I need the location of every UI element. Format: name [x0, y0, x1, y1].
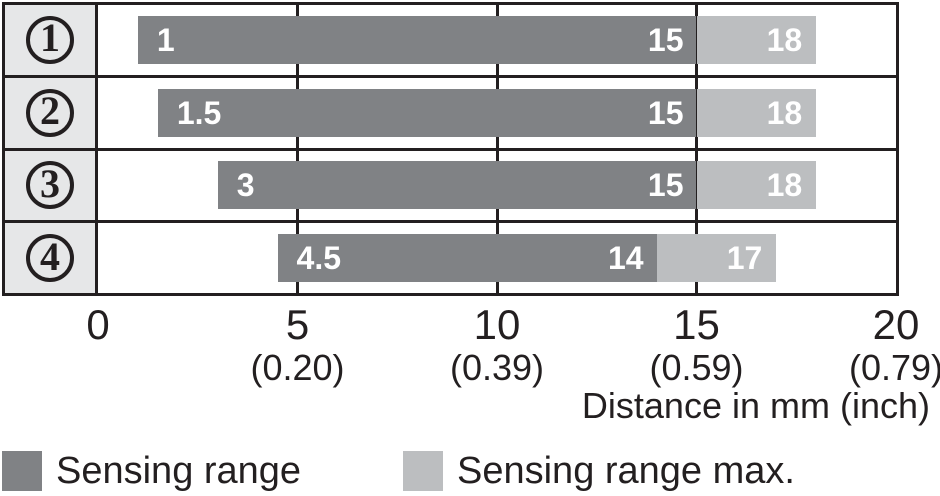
row-header-2: 2	[5, 77, 98, 148]
bar-end-value: 14	[608, 240, 644, 277]
bar-max-value: 18	[766, 94, 803, 131]
legend-label: Sensing range max.	[457, 450, 795, 492]
tick-inch-label: (0.79)	[848, 347, 940, 389]
circled-number-1: 1	[26, 15, 74, 64]
chart-row-3: 3 3 15 18	[5, 150, 896, 224]
circled-number-3: 3	[26, 161, 74, 210]
x-axis: 0 5 (0.20) 10 (0.39) 15 (0.59) 20 (0.79)	[86, 301, 940, 393]
sensing-range-bar: 1 15	[137, 15, 697, 64]
sensing-range-swatch	[2, 451, 42, 491]
bar-max-value: 17	[726, 240, 763, 277]
x-tick-0: 0	[86, 301, 110, 349]
circled-number-2: 2	[26, 88, 74, 137]
bar-max-value: 18	[766, 21, 803, 58]
legend-label: Sensing range	[56, 450, 302, 492]
chart-row-4: 4 4.5 14 17	[5, 223, 896, 293]
tick-inch-label: (0.59)	[649, 347, 744, 389]
bar-max-value: 18	[766, 167, 803, 204]
bar-start-value: 1.5	[176, 94, 222, 131]
sensing-range-max-bar: 18	[696, 15, 817, 64]
sensing-range-bar: 4.5 14	[277, 234, 657, 283]
row-plot-4: 4.5 14 17	[98, 223, 896, 293]
row-plot-1: 1 15 18	[98, 5, 896, 75]
x-axis-title: Distance in mm (inch)	[581, 385, 930, 426]
x-tick-10: 10 (0.39)	[449, 301, 545, 389]
sensing-range-max-swatch	[403, 451, 443, 491]
sensing-range-max-bar: 18	[696, 88, 817, 137]
bar-start-value: 3	[236, 167, 255, 204]
tick-inch-label: (0.20)	[250, 347, 345, 389]
sensing-range-bar: 3 15	[217, 161, 697, 210]
row-header-3: 3	[5, 150, 98, 221]
row-plot-2: 1.5 15 18	[98, 77, 896, 148]
chart-row-2: 2 1.5 15 18	[5, 77, 896, 151]
chart-frame: 1 1 15 18 2 1.5 15	[2, 2, 899, 296]
row-header-1: 1	[5, 5, 98, 75]
legend-item-sensing-range: Sensing range	[2, 450, 301, 492]
tick-mm-label: 5	[285, 301, 310, 348]
legend-item-sensing-range-max: Sensing range max.	[403, 450, 795, 492]
tick-mm-label: 20	[872, 301, 920, 348]
legend: Sensing range Sensing range max.	[2, 450, 938, 492]
tick-mm-label: 0	[86, 301, 110, 348]
sensing-range-max-bar: 18	[696, 161, 817, 210]
tick-mm-label: 15	[673, 301, 720, 348]
bar-start-value: 4.5	[296, 240, 342, 277]
bar-end-value: 15	[647, 167, 684, 204]
bar-start-value: 1	[156, 21, 175, 58]
row-plot-3: 3 15 18	[98, 150, 896, 221]
x-tick-15: 15 (0.59)	[649, 301, 744, 389]
chart-row-1: 1 1 15 18	[5, 5, 896, 78]
bar-end-value: 15	[647, 94, 684, 131]
x-tick-5: 5 (0.20)	[250, 301, 345, 389]
bar-end-value: 15	[647, 21, 684, 58]
row-header-4: 4	[5, 223, 98, 293]
tick-mm-label: 10	[473, 301, 521, 348]
tick-inch-label: (0.39)	[449, 347, 545, 389]
sensing-range-max-bar: 17	[656, 234, 777, 283]
circled-number-4: 4	[26, 234, 74, 283]
sensing-range-bar: 1.5 15	[157, 88, 697, 137]
x-tick-20: 20 (0.79)	[848, 301, 940, 389]
